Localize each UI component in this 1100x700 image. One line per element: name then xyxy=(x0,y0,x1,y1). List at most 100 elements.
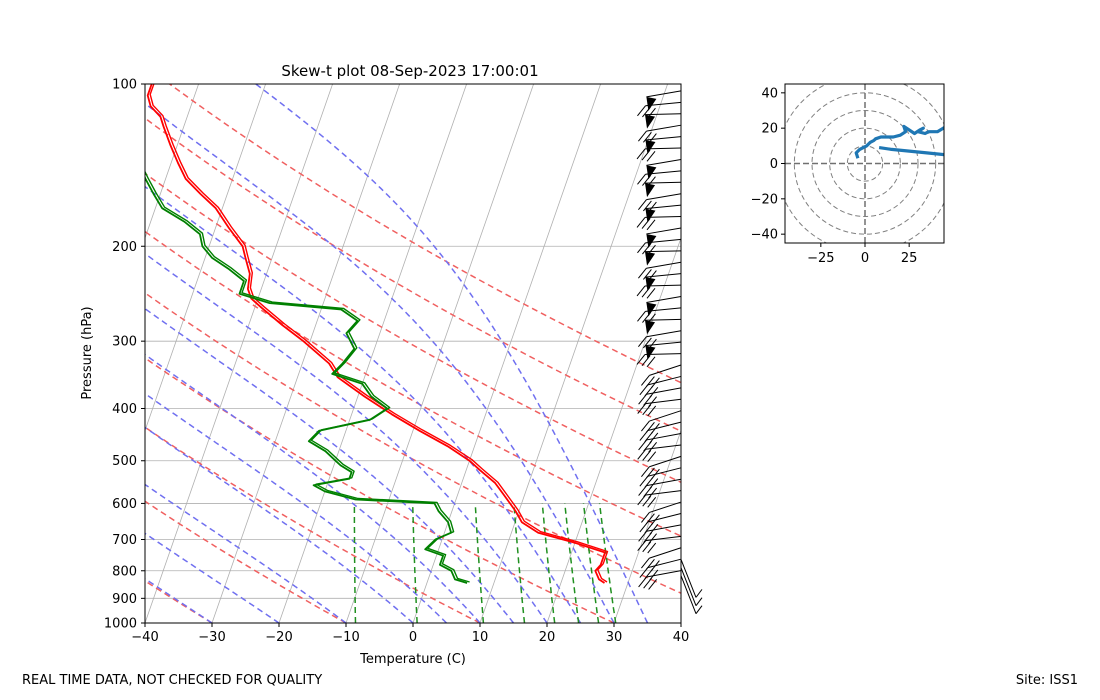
wind-barb-shaft xyxy=(645,250,682,253)
wind-barbs xyxy=(636,90,703,615)
wind-barb xyxy=(638,124,682,144)
wind-barb xyxy=(645,250,682,266)
wind-barb-tick xyxy=(642,495,652,507)
y-tick-label: 200 xyxy=(112,240,137,255)
wind-barb-tick xyxy=(639,567,649,578)
wind-barb-shaft xyxy=(645,444,682,450)
wind-barb-tick xyxy=(642,106,651,118)
wind-barb-shaft xyxy=(649,547,682,559)
wind-barb xyxy=(636,353,682,368)
isotherm-line xyxy=(479,84,668,623)
site-label: Site: ISS1 xyxy=(1015,673,1078,688)
wind-barb-flag xyxy=(645,277,656,292)
wind-barb-tick xyxy=(639,430,649,441)
wind-barb-shaft xyxy=(646,570,682,578)
wind-barb-tick xyxy=(636,285,646,297)
dewpoint-trace xyxy=(145,175,468,584)
wind-barb-tick xyxy=(647,542,657,554)
wind-barb xyxy=(646,158,682,180)
wind-barb-flag xyxy=(646,96,657,111)
wind-barb xyxy=(680,559,703,598)
mixing-ratio-line xyxy=(411,503,418,623)
isotherm-line xyxy=(412,84,601,623)
wind-barb-tick xyxy=(636,217,646,228)
data-quality-note: REAL TIME DATA, NOT CHECKED FOR QUALITY xyxy=(22,673,323,688)
wind-barb-tick xyxy=(637,105,646,117)
isotherm-line xyxy=(278,84,467,623)
hodo-y-tick-label: 0 xyxy=(770,157,778,172)
wind-barb xyxy=(641,547,682,571)
wind-barb xyxy=(646,90,682,111)
wind-barb-shaft xyxy=(646,158,682,166)
wind-barb-tick xyxy=(647,405,657,417)
wind-barb-shaft xyxy=(645,181,682,184)
wind-barb-tick xyxy=(642,312,651,323)
wind-barb xyxy=(680,567,703,606)
isotherm-line xyxy=(0,84,65,623)
wind-barb-tick xyxy=(637,242,646,254)
wind-barb-shaft xyxy=(645,398,682,405)
dry-adiabat-line xyxy=(145,357,615,623)
wind-barb-tick xyxy=(638,199,647,210)
skewt-plot-area: −40 −30 −20 −10 0 10 20 30 40 100 200 300 400 500 600 7… xyxy=(0,78,703,645)
x-tick-label: −40 xyxy=(131,630,158,645)
isotherm-line xyxy=(345,84,534,623)
wind-barb xyxy=(645,318,682,335)
mixing-ratio-line xyxy=(564,503,580,623)
temperature-trace-secondary xyxy=(149,84,609,583)
moist-adiabat-line xyxy=(145,185,582,623)
hodo-x-tick-label: 0 xyxy=(861,251,869,266)
wind-barb-tick xyxy=(647,497,657,508)
wind-barb xyxy=(638,570,682,590)
x-tick-label: 20 xyxy=(539,630,556,645)
hodo-x-tick-label: −25 xyxy=(807,251,834,266)
wind-barb-shaft xyxy=(646,433,682,441)
wind-barb-shaft xyxy=(646,193,682,201)
wind-barb-shaft xyxy=(649,364,682,376)
wind-barb-tick xyxy=(637,173,646,185)
wind-barb-tick xyxy=(638,576,647,588)
wind-barb-shaft xyxy=(645,341,682,347)
wind-barb xyxy=(637,101,682,119)
wind-barb-shaft xyxy=(645,204,682,210)
wind-barb-flag xyxy=(646,233,657,248)
wind-barb xyxy=(636,147,682,162)
wind-barb xyxy=(638,193,682,213)
wind-barb-tick xyxy=(641,286,651,298)
wind-barb-tick xyxy=(641,512,650,523)
wind-barb-shaft xyxy=(645,284,682,287)
hodograph-plot-area: −25 0 25 −40 −20 0 20 40 xyxy=(751,83,945,266)
wind-barb-shaft xyxy=(647,467,682,477)
hodo-clip-group xyxy=(785,84,944,243)
wind-barb-shaft xyxy=(645,216,682,218)
wind-barb-shaft xyxy=(645,318,682,321)
wind-barb-tick xyxy=(638,439,647,451)
wind-barb-tick xyxy=(646,288,656,299)
dry-adiabat-line xyxy=(169,84,681,384)
hodograph-trace xyxy=(854,124,944,159)
wind-barb-tick xyxy=(646,150,656,162)
wind-barb xyxy=(638,330,682,350)
wind-barb xyxy=(641,364,682,389)
wind-barb-shaft xyxy=(647,375,682,386)
wind-barb-shaft xyxy=(645,273,682,278)
wind-barb xyxy=(646,227,682,248)
x-tick-label: −30 xyxy=(198,630,225,645)
wind-barb-shaft xyxy=(646,296,682,303)
wind-barb-tick xyxy=(695,597,703,606)
isotherm-line xyxy=(211,84,400,623)
wind-barb-tick xyxy=(639,521,649,533)
wind-barb-tick xyxy=(642,541,652,553)
isotherm-line xyxy=(145,84,199,240)
dry-adiabat-line xyxy=(145,117,681,433)
y-tick-label: 800 xyxy=(112,564,137,579)
wind-barb-shaft xyxy=(645,147,682,150)
moist-adiabat-line xyxy=(255,84,649,623)
wind-barb-tick xyxy=(636,354,646,365)
wind-barb-shaft xyxy=(647,513,682,523)
wind-barb xyxy=(637,307,682,325)
hodo-y-tick-label: 40 xyxy=(761,86,778,101)
y-tick-label: 100 xyxy=(112,78,137,93)
wind-barb xyxy=(645,341,682,360)
mixing-ratio-line xyxy=(541,503,556,623)
